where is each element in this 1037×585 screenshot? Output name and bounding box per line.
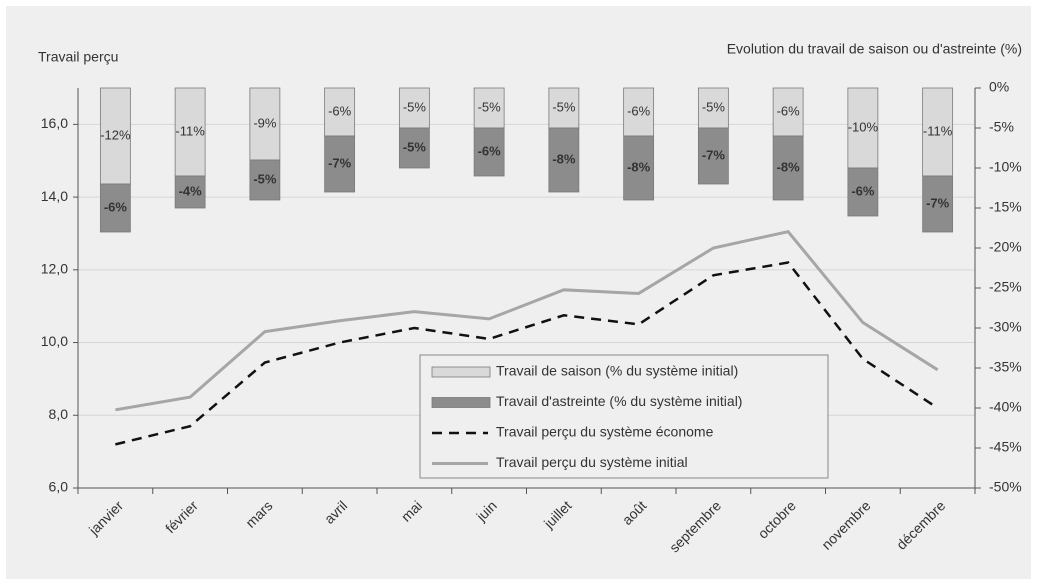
bar (473, 87, 505, 129)
bar (324, 135, 356, 193)
bar (697, 127, 729, 185)
y2-tick-label: -50% (989, 479, 1022, 495)
value-label: -6% (104, 199, 128, 214)
legend: Travail de saison (% du système initial)… (419, 354, 829, 479)
y2-tick-label: -15% (989, 199, 1022, 215)
value-label: -6% (627, 103, 651, 118)
bar (772, 87, 804, 137)
bar (249, 159, 281, 201)
bar (174, 175, 206, 209)
bar (697, 87, 729, 129)
bar (398, 87, 430, 129)
bar (548, 127, 580, 193)
y-axis-title: Travail perçu (38, 49, 118, 65)
value-label: -5% (253, 171, 277, 186)
legend-swatch (431, 397, 491, 408)
value-label: -8% (777, 159, 801, 174)
bar (922, 175, 954, 233)
value-label: -9% (253, 115, 277, 130)
y-tick-label: 14,0 (41, 188, 68, 204)
bar (174, 87, 206, 177)
bar (99, 87, 131, 185)
value-label: -8% (552, 151, 576, 166)
y2-tick-label: -30% (989, 319, 1022, 335)
value-label: -5% (478, 99, 502, 114)
y-tick-label: 6,0 (49, 479, 69, 495)
y-tick-label: 10,0 (41, 333, 68, 349)
bar (623, 87, 655, 137)
bar (398, 127, 430, 169)
legend-swatch (431, 366, 491, 378)
legend-label: Travail perçu du système initial (496, 454, 688, 470)
legend-label: Travail de saison (% du système initial) (496, 363, 738, 379)
y2-tick-label: -40% (989, 399, 1022, 415)
y2-axis-title: Evolution du travail de saison ou d'astr… (727, 41, 1022, 57)
y-tick-label: 12,0 (41, 261, 68, 277)
y2-tick-label: -5% (989, 119, 1014, 135)
value-label: -5% (403, 139, 427, 154)
y-tick-label: 16,0 (41, 115, 68, 131)
value-label: -5% (552, 99, 576, 114)
bar (922, 87, 954, 177)
value-label: -10% (848, 119, 879, 134)
value-label: -5% (403, 99, 427, 114)
y2-tick-label: -45% (989, 439, 1022, 455)
value-label: -6% (777, 103, 801, 118)
bar (99, 183, 131, 233)
line (115, 261, 939, 446)
value-label: -11% (175, 123, 205, 138)
bar (249, 87, 281, 161)
bar (847, 167, 879, 217)
y-tick-label: 8,0 (49, 406, 69, 422)
bar (772, 135, 804, 201)
bar (324, 87, 356, 137)
bar (847, 87, 879, 169)
value-label: -11% (923, 123, 953, 138)
value-label: -6% (851, 183, 875, 198)
value-label: -5% (702, 99, 726, 114)
value-label: -4% (179, 183, 203, 198)
value-label: -8% (627, 159, 651, 174)
line (115, 229, 939, 412)
legend-label: Travail perçu du système économe (496, 424, 714, 440)
bar (623, 135, 655, 201)
y2-tick-label: -25% (989, 279, 1022, 295)
value-label: -12% (100, 127, 131, 142)
value-label: -7% (926, 195, 950, 210)
y2-tick-label: -20% (989, 239, 1022, 255)
y2-tick-label: -35% (989, 359, 1022, 375)
value-label: -7% (328, 155, 352, 170)
value-label: -6% (478, 143, 502, 158)
value-label: -6% (328, 103, 352, 118)
value-label: -7% (702, 147, 726, 162)
legend-label: Travail d'astreinte (% du système initia… (496, 393, 742, 409)
bar (473, 127, 505, 177)
y2-tick-label: 0% (989, 79, 1009, 95)
y2-tick-label: -10% (989, 159, 1022, 175)
